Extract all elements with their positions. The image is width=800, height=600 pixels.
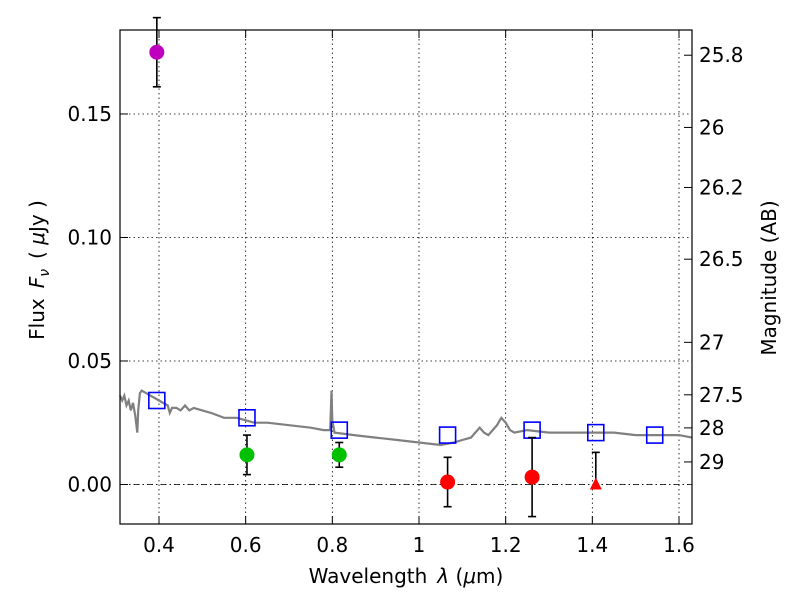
y2-tick-label: 25.8	[699, 43, 744, 67]
model-square-marker	[330, 421, 349, 439]
y2-tick-label: 27.5	[699, 383, 744, 407]
model-square-marker	[438, 426, 457, 444]
y2-tick-label: 27	[699, 330, 724, 354]
grid-lines	[120, 30, 692, 524]
y-tick-label: 0.15	[67, 102, 112, 126]
x-tick-label: 0.4	[143, 533, 175, 557]
model-square-marker	[586, 423, 605, 442]
y-tick-label: 0.00	[67, 472, 112, 496]
x-tick-label: 1.2	[490, 533, 522, 557]
axis-ticks: 0.4 0.6 0.8 1 1.2 1.4 1.6 0.00 0.05 0.10 0.15 25.8 2…	[67, 30, 744, 557]
plot-frame	[119, 29, 693, 525]
y2-tick-label: 26.2	[699, 176, 744, 200]
model-square-marker	[148, 391, 166, 410]
model-square-marker	[645, 426, 664, 444]
data-point	[149, 44, 165, 60]
data-markers	[148, 16, 664, 518]
spectrum-path	[118, 389, 693, 447]
data-point	[524, 469, 540, 485]
x-axis-label: Wavelength λ (μm)	[309, 564, 504, 588]
y2-axis-label: Magnitude (AB)	[757, 200, 781, 355]
x-tick-label: 1.4	[576, 533, 608, 557]
data-point	[331, 447, 347, 463]
model-spectrum-line	[118, 389, 693, 447]
data-point	[440, 474, 456, 490]
data-point	[239, 447, 255, 463]
y2-tick-label: 26.5	[699, 247, 744, 271]
model-square-marker	[238, 408, 256, 427]
x-tick-label: 0.8	[316, 533, 348, 557]
y2-tick-label: 29	[699, 450, 724, 474]
x-tick-label: 0.6	[230, 533, 262, 557]
x-tick-label: 1.6	[663, 533, 695, 557]
y2-tick-label: 26	[699, 115, 724, 139]
y-tick-label: 0.10	[67, 225, 112, 249]
x-tick-label: 1	[413, 533, 426, 557]
y-axis-label: FluxFν( μJy )	[25, 200, 53, 340]
upper-limit-triangle	[589, 477, 602, 490]
y2-tick-label: 28	[699, 416, 724, 440]
y-tick-label: 0.05	[67, 349, 112, 373]
